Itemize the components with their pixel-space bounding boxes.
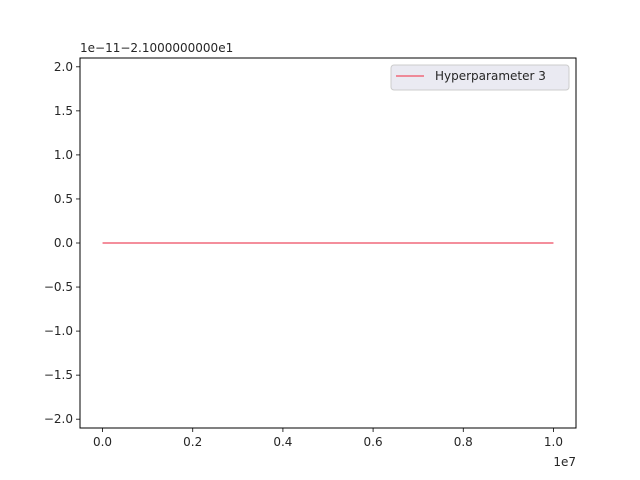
y-tick-label: 1.5 [54, 104, 73, 118]
x-axis-ticks: 0.0 0.2 0.4 0.6 0.8 1.0 [93, 428, 563, 449]
y-axis-ticks: 2.0 1.5 1.0 0.5 0.0 −0.5 −1.0 −1.5 −2.0 [44, 60, 80, 426]
legend-box [390, 64, 570, 91]
plot-frame [79, 57, 577, 429]
y-tick-label: −1.0 [44, 324, 73, 338]
y-tick-label: 0.0 [54, 236, 73, 250]
y-tick-label: 1.0 [54, 148, 73, 162]
y-tick-label: −2.0 [44, 412, 73, 426]
y-offset-label: 1e−11−2.1000000000e1 [80, 41, 233, 55]
x-tick-label: 0.4 [273, 435, 292, 449]
x-tick-label: 0.2 [183, 435, 202, 449]
x-tick-label: 0.8 [454, 435, 473, 449]
y-tick-label: 2.0 [54, 60, 73, 74]
y-tick-label: −0.5 [44, 280, 73, 294]
x-tick-label: 1.0 [544, 435, 563, 449]
x-tick-label: 0.6 [364, 435, 383, 449]
legend-label: Hyperparameter 3 [435, 69, 546, 83]
y-tick-label: 0.5 [54, 192, 73, 206]
x-tick-label: 0.0 [93, 435, 112, 449]
y-tick-label: −1.5 [44, 368, 73, 382]
x-offset-label: 1e7 [553, 455, 576, 469]
legend: Hyperparameter 3 [390, 64, 570, 91]
